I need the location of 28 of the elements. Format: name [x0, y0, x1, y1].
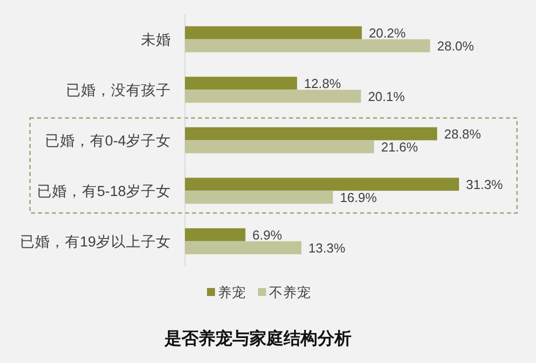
data-label: 13.3% [308, 240, 346, 256]
bar [185, 140, 374, 154]
data-label: 28.0% [437, 38, 474, 54]
bar [185, 76, 298, 90]
data-label: 12.8% [304, 76, 342, 91]
data-label: 31.3% [466, 176, 504, 192]
data-label: 20.2% [368, 25, 406, 40]
bar [185, 178, 459, 191]
legend-label: 养宠 [218, 285, 246, 300]
legend-label: 不养宠 [269, 285, 311, 300]
text: 是否养宠与家庭结构分析 [164, 329, 352, 348]
bar [185, 127, 438, 140]
bar [185, 190, 333, 204]
y-tick-label: 已婚，有19岁以上子女 [20, 233, 171, 250]
bar [185, 90, 361, 103]
bar [185, 241, 302, 254]
data-label: 20.1% [368, 88, 406, 104]
y-tick-label: 未婚 [141, 31, 171, 48]
data-label: 6.9% [252, 227, 282, 242]
bar [185, 228, 246, 242]
y-tick-label: 已婚，有5-18岁子女 [36, 182, 171, 200]
y-tick-label: 已婚，有0-4岁子女 [45, 132, 171, 150]
data-label: 28.8% [444, 126, 482, 142]
data-label: 21.6% [381, 139, 418, 154]
data-label: 16.9% [340, 190, 378, 205]
bar [185, 39, 430, 52]
bar [185, 26, 362, 40]
y-tick-label: 已婚，没有孩子 [66, 82, 171, 99]
